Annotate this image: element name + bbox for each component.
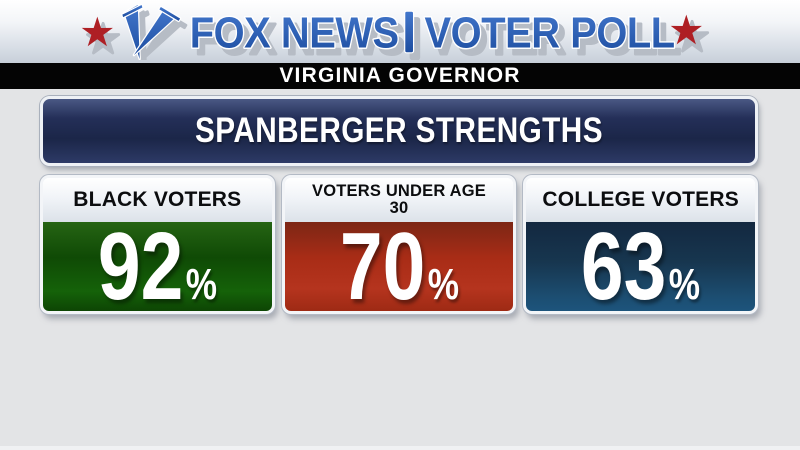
stat-label: VOTERS UNDER AGE 30 bbox=[284, 178, 514, 222]
stat-box-college-voters: COLLEGE VOTERS 63 % bbox=[523, 175, 759, 314]
subheader-title: VIRGINIA GOVERNOR bbox=[279, 64, 521, 87]
stat-value: 70 % bbox=[284, 222, 514, 311]
network-name-shadow: FOX NEWS bbox=[195, 14, 404, 59]
stat-value: 63 % bbox=[526, 222, 756, 311]
percent-sign: % bbox=[668, 259, 701, 309]
bottom-edge-highlight bbox=[0, 446, 800, 450]
brand-header: FOX NEWS VOTER POLL FOX NEWS bbox=[0, 0, 800, 63]
product-name: VOTER POLL bbox=[425, 7, 675, 56]
star-icon-right bbox=[670, 14, 702, 44]
stat-box-voters-under-30: VOTERS UNDER AGE 30 70 % bbox=[281, 175, 517, 314]
stat-value: 92 % bbox=[43, 222, 272, 311]
percent-sign: % bbox=[427, 259, 459, 309]
percent-sign: % bbox=[185, 259, 217, 309]
network-name: FOX NEWS bbox=[190, 7, 399, 56]
stat-box-black-voters: BLACK VOTERS 92 % bbox=[40, 175, 275, 314]
headline-text: SPANBERGER STRENGTHS bbox=[195, 111, 603, 150]
stat-label-text: BLACK VOTERS bbox=[73, 187, 242, 211]
subheader-bar: VIRGINIA GOVERNOR bbox=[0, 63, 800, 89]
stat-number: 92 bbox=[97, 222, 184, 311]
star-icon-left bbox=[81, 16, 113, 46]
stat-number: 63 bbox=[581, 222, 667, 311]
stat-boxes-row: BLACK VOTERS 92 % VOTERS UNDER AGE 30 70 bbox=[40, 175, 759, 314]
stat-label: BLACK VOTERS bbox=[43, 178, 272, 222]
headline-banner: SPANBERGER STRENGTHS bbox=[40, 96, 758, 166]
content-area: SPANBERGER STRENGTHS BLACK VOTERS 92 % V… bbox=[0, 89, 800, 450]
stat-label: COLLEGE VOTERS bbox=[526, 178, 756, 222]
product-name-shadow: VOTER POLL bbox=[430, 14, 680, 59]
searchlight-beams-icon bbox=[121, 3, 182, 60]
stat-value-inner: 92 % bbox=[98, 222, 217, 311]
stat-label-text: VOTERS UNDER AGE 30 bbox=[311, 181, 487, 217]
logo-divider bbox=[404, 10, 415, 53]
stat-label-text: COLLEGE VOTERS bbox=[542, 187, 739, 211]
stat-number: 70 bbox=[339, 222, 425, 311]
logo-shadow: FOX NEWS VOTER POLL bbox=[86, 9, 710, 60]
stat-value-inner: 70 % bbox=[339, 222, 458, 311]
stat-value-inner: 63 % bbox=[581, 222, 700, 311]
fox-news-voter-poll-logo: FOX NEWS VOTER POLL FOX NEWS bbox=[81, 3, 710, 60]
